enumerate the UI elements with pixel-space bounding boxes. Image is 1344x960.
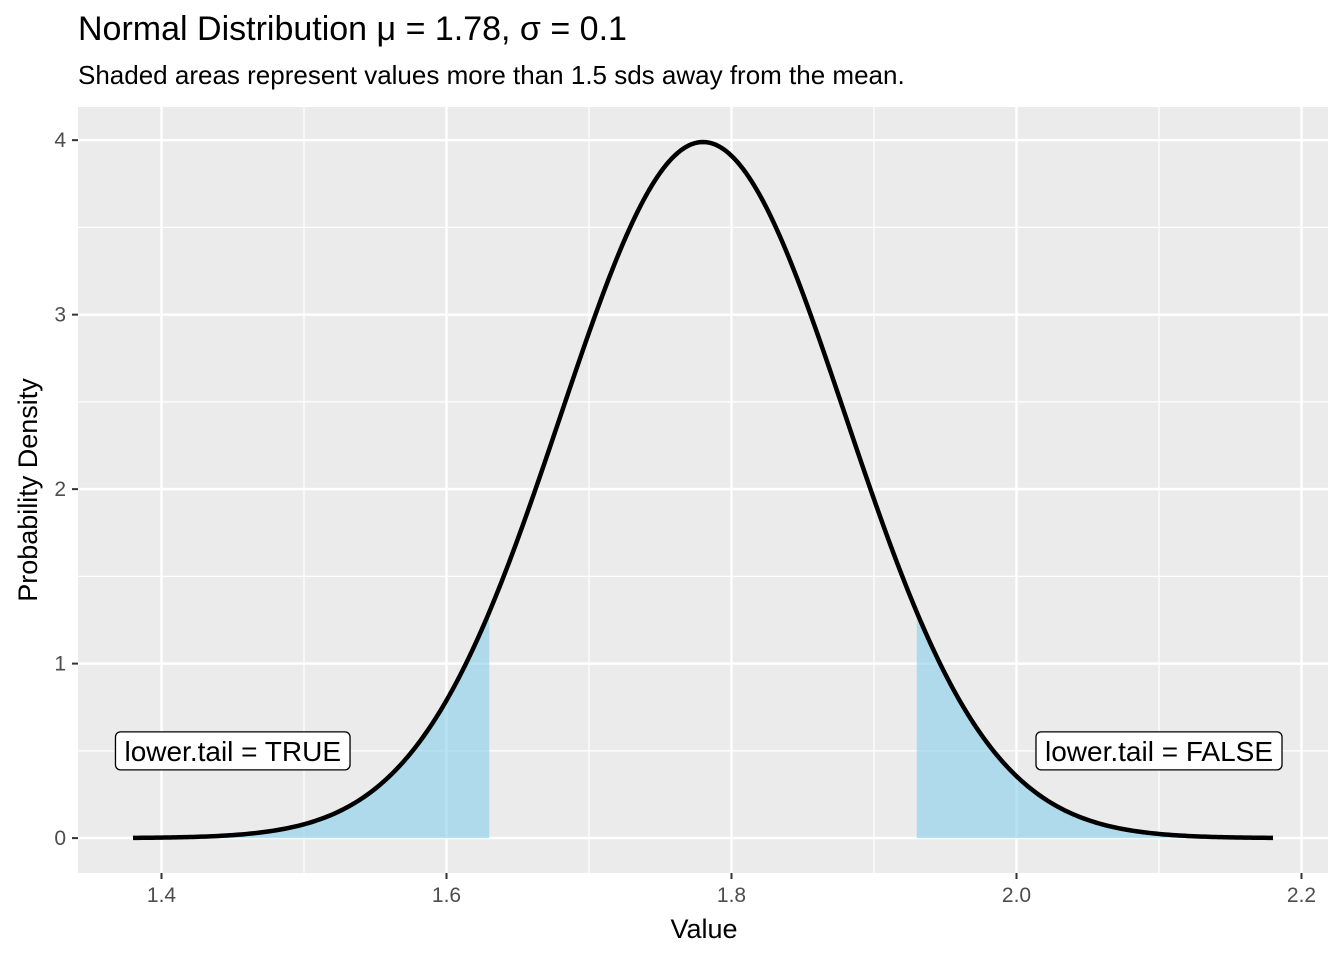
density-curve bbox=[132, 139, 1274, 841]
y-tick-label: 1 bbox=[54, 653, 66, 676]
shaded-areas bbox=[133, 612, 1273, 839]
shaded-tail bbox=[133, 612, 490, 839]
y-tick-label: 2 bbox=[54, 478, 66, 501]
annotation-text: lower.tail = FALSE bbox=[1045, 736, 1273, 767]
shaded-tail bbox=[916, 612, 1273, 839]
annotation-text: lower.tail = TRUE bbox=[124, 736, 341, 767]
x-tick-label: 1.4 bbox=[147, 884, 177, 907]
annotation-box bbox=[114, 731, 351, 771]
y-tick-label: 4 bbox=[54, 129, 66, 152]
y-tick-label: 3 bbox=[54, 304, 66, 327]
x-tick-label: 2.2 bbox=[1287, 884, 1316, 907]
x-tick-label: 1.6 bbox=[432, 884, 461, 907]
annotations: lower.tail = TRUE lower.tail = FALSE bbox=[114, 731, 1283, 771]
y-axis-label: Probability Density bbox=[13, 378, 43, 602]
x-tick-label: 1.8 bbox=[717, 884, 746, 907]
axis-ticks: 1.4 1.6 1.8 2.0 2.2 0 1 2 3 4 bbox=[54, 129, 1316, 907]
annotation-label: lower.tail = FALSE bbox=[1035, 731, 1283, 771]
x-tick-label: 2.0 bbox=[1002, 884, 1031, 907]
chart-title: Normal Distribution μ = 1.78, σ = 0.1 bbox=[78, 10, 627, 48]
annotation-box bbox=[1035, 731, 1283, 771]
y-tick-label: 0 bbox=[54, 827, 66, 850]
gridlines bbox=[78, 107, 1328, 873]
chart-subtitle: Shaded areas represent values more than … bbox=[78, 60, 905, 90]
annotation-label: lower.tail = TRUE bbox=[114, 731, 351, 771]
x-axis-label: Value bbox=[670, 914, 737, 944]
